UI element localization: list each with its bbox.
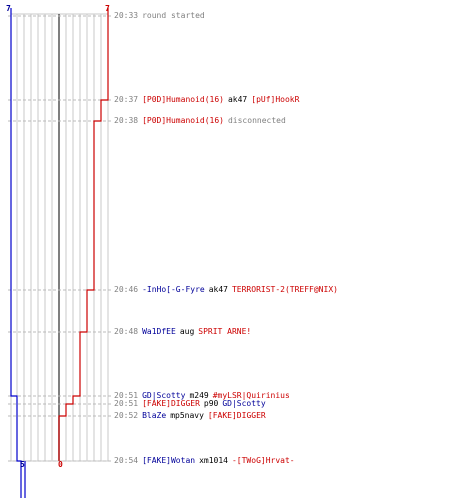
ct-score-line	[10, 8, 22, 498]
t-score-bottom: 0	[58, 460, 63, 469]
player-name: [P0D]Humanoid(16)	[142, 116, 224, 125]
player-name: GD|Scotty	[142, 391, 186, 400]
player-name: [pUf]HookR	[251, 95, 300, 104]
event-row: 20:52 BlaZe mp5navy [FAKE]DIGGER	[114, 411, 270, 421]
player-name: #myLSR|Quirinius	[212, 391, 290, 400]
player-name: TERRORIST-2(TREFF@NIX)	[231, 285, 338, 294]
event-row: 20:46 -InHo[-G-Fyre ak47 TERRORIST-2(TREFF@…	[114, 285, 342, 295]
player-name: [FAKE]Wotan	[142, 456, 196, 465]
event-time: 20:33	[114, 11, 139, 20]
event-text: disconnected	[227, 116, 286, 125]
event-time: 20:51	[114, 399, 139, 408]
t-score-line	[58, 8, 109, 461]
event-row: 20:51 [FAKE]DIGGER p90 GD|Scotty	[114, 399, 270, 409]
event-time: 20:51	[114, 391, 139, 400]
player-name: -InHo[-G-Fyre	[142, 285, 205, 294]
t-score-top: 7	[105, 4, 110, 13]
ct-score-bottom: 5	[20, 460, 25, 469]
event-row: 20:51 GD|Scotty m249 #myLSR|Quirinius	[114, 391, 294, 401]
event-time: 20:54	[114, 456, 139, 465]
player-name: [FAKE]DIGGER	[142, 399, 200, 408]
weapon-name: p90	[203, 399, 219, 408]
event-time: 20:48	[114, 327, 139, 336]
player-name: -[TWoG]Hrvat-	[231, 456, 295, 465]
weapon-name: ak47	[208, 285, 228, 294]
event-row: 20:33 round started	[114, 11, 209, 21]
player-name: [P0D]Humanoid(16)	[142, 95, 224, 104]
event-row: 20:37 [P0D]Humanoid(16) ak47 [pUf]HookR	[114, 95, 303, 105]
event-text: round started	[142, 11, 205, 20]
weapon-name: aug	[179, 327, 195, 336]
event-row: 20:48 Wa1DfEE aug SPRIT ARNE!	[114, 327, 255, 337]
player-name: SPRIT ARNE!	[198, 327, 252, 336]
event-time: 20:37	[114, 95, 139, 104]
weapon-name: m249	[189, 391, 209, 400]
player-name: BlaZe	[142, 411, 167, 420]
event-time: 20:38	[114, 116, 139, 125]
player-name: Wa1DfEE	[142, 327, 176, 336]
event-time: 20:52	[114, 411, 139, 420]
player-name: [FAKE]DIGGER	[207, 411, 266, 420]
weapon-name: ak47	[227, 95, 248, 104]
weapon-name: mp5navy	[170, 411, 204, 420]
ct-score-top: 7	[6, 4, 11, 13]
event-time: 20:46	[114, 285, 139, 294]
event-row: 20:38 [P0D]Humanoid(16) disconnected	[114, 116, 290, 126]
player-name: GD|Scotty	[222, 399, 266, 408]
weapon-name: xm1014	[199, 456, 228, 465]
event-row: 20:54 [FAKE]Wotan xm1014 -[TWoG]Hrvat-	[114, 456, 299, 466]
